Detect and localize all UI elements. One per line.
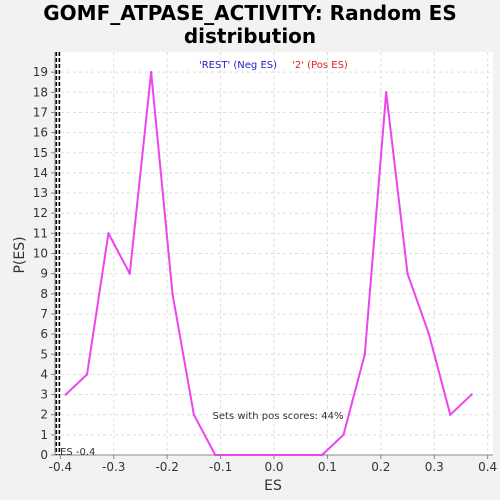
data-point [299,453,302,457]
y-tick-label: 15 [33,146,48,160]
x-tick-label: -0.4 [49,460,72,474]
x-tick-label: 0.2 [371,460,390,474]
y-tick-label: 9 [40,267,48,281]
series-layer [64,70,473,457]
y-tick-label: 2 [40,408,48,422]
legend-entry-pos: '2' (Pos ES) [292,60,348,71]
y-tick-label: 17 [33,105,48,119]
y-tick-label: 5 [40,347,48,361]
chart-title-line1: GOMF_ATPASE_ACTIVITY: Random ES [43,1,457,25]
es-marker-label: ES -0.4 [60,447,95,458]
y-tick-label: 6 [40,327,48,341]
data-point [85,373,89,376]
data-point [449,413,452,416]
x-tick-label: -0.3 [102,460,125,474]
pos-score-annotation: Sets with pos scores: 44% [213,411,344,422]
data-point [256,453,260,457]
ticks-layer: -0.4 -0.3 -0.2 -0.1 0.0 0.1 0.2 0.3 0.4012345678… [33,65,497,474]
data-point [107,232,110,235]
y-axis-label: P(ES) [12,236,28,273]
x-axis-label: ES [264,478,282,494]
data-point [406,272,409,275]
y-tick-label: 4 [40,367,48,381]
series-line [64,71,473,456]
chart-title-line2: distribution [184,24,316,48]
y-tick-label: 10 [33,247,48,261]
data-point [363,353,367,356]
y-tick-label: 0 [40,448,48,462]
y-tick-label: 3 [40,388,48,402]
x-tick-label: 0.3 [425,460,444,474]
data-point [149,70,153,74]
y-tick-label: 1 [40,428,48,442]
x-tick-label: 0.1 [318,460,337,474]
y-tick-label: 13 [33,186,48,200]
x-tick-label: -0.2 [155,460,178,474]
data-point [470,393,473,396]
data-point [320,453,324,457]
data-point [278,453,281,457]
y-tick-label: 11 [33,226,48,240]
y-tick-label: 19 [33,65,48,79]
data-point [171,292,174,295]
y-tick-label: 16 [33,126,48,140]
data-point [128,272,131,275]
y-tick-label: 8 [40,287,48,301]
data-point [342,433,345,437]
x-tick-label: 0.4 [478,460,497,474]
y-tick-label: 18 [33,85,48,99]
y-tick-label: 7 [40,307,48,321]
legend-entry-rest: 'REST' (Neg ES) [199,60,277,71]
x-tick-label: 0.0 [264,460,283,474]
x-tick-label: -0.1 [209,460,232,474]
y-tick-label: 12 [33,206,48,220]
data-point [214,453,217,457]
data-point [384,91,388,94]
marker-layer [55,52,61,455]
grid-layer [55,52,493,456]
data-point [235,453,238,457]
y-tick-label: 14 [33,166,48,180]
data-point [192,413,196,416]
data-point [64,393,67,396]
data-point [427,332,431,336]
